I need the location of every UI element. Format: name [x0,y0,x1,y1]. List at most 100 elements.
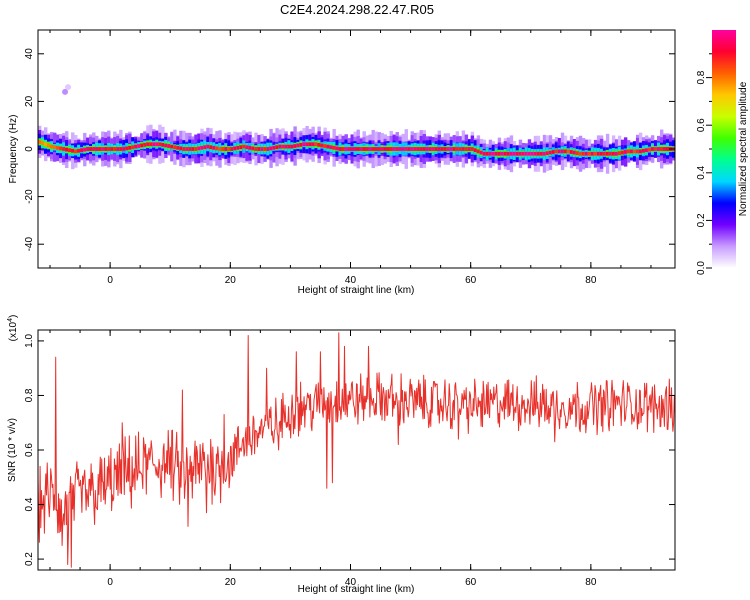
spectrogram-ridge-cell [251,146,255,151]
spectrogram-ridge-cell [455,147,460,151]
spectrogram-ridge-cell [449,147,454,151]
x-tick-label: 20 [225,577,237,588]
spectrogram-ridge-cell [311,142,315,147]
spectrogram-ridge-cell [185,147,189,151]
spectrogram-ridge-cell [269,146,273,151]
spectrogram-ridge-cell [542,151,547,156]
colorbar-tick-label: 0.8 [696,70,707,84]
spectrogram-ridge-cell [620,150,625,155]
spectrogram-ridge-cell [437,147,442,151]
spectrogram-ridge-cell [284,144,288,149]
spectrogram-ridge-cell [425,147,430,151]
spectrogram-ridge-cell [608,151,613,156]
snr-axes: 0 20 40 60 80 0.2 0.4 0.6 0.8 1.0 [24,330,675,588]
spectrogram-ridge-cell [422,147,427,151]
spectrogram-ridge-cell [533,151,538,156]
spectrogram-ridge-cell [356,147,360,151]
spectrogram-ridge-cell [515,151,520,156]
y-tick-label: 0.4 [24,497,35,511]
x-tick-label: 20 [225,275,237,286]
spectrogram-ridge-cell [530,151,535,156]
spectrogram-ridge-cell [536,151,541,156]
spectrogram-ridge-cell [488,151,493,156]
x-tick-label: 80 [585,275,597,286]
spectrogram-ridge-cell [491,151,496,156]
spectrogram-ridge-cell [647,147,652,152]
snr-multiplier: (x104) [7,315,19,342]
spectrogram-ridge-cell [407,147,411,151]
spectrogram-ridge-cell [587,151,592,156]
snr-frame [37,329,676,571]
spectrogram-ridge-cell [359,147,363,151]
spectrogram-ridge-cell [266,147,270,151]
spectrogram-ridge-cell [227,147,231,151]
spectrogram-ridge-cell [221,147,225,151]
x-tick-label: 60 [465,275,477,286]
spectrogram-ridge-cell [254,147,258,151]
spectrogram-ridge-cell [206,144,210,149]
spectrogram-ridge-cell [134,144,138,149]
spectrogram-ridge-cell [164,143,168,148]
spectrogram-ridge-cell [161,142,165,147]
spectrogram-ridge-cell [170,144,174,149]
spectrogram-ridge-cell [110,147,114,151]
spectrogram-ridge-cell [461,147,466,151]
snr-panel: 0 20 40 60 80 0.2 0.4 0.6 0.8 1.0 Height of strai… [7,315,676,595]
spectrogram-ridge-cell [596,151,601,156]
spectrogram-ridge-cell [95,147,99,151]
spectrogram-ridge-cell [539,151,544,156]
spectrogram-ridge-cell [584,151,589,156]
spectrogram-ridge-cell [548,150,553,155]
spectrogram-ridge-cell [245,145,249,150]
spectrogram-ridge-cell [41,141,45,145]
spectrogram-ridge-cell [131,145,135,150]
spectrogram-ridge-cell [629,149,634,154]
spectrogram-ridge-cell [128,145,132,150]
spectrogram-ridge-cell [323,144,327,148]
spectrogram-ridge-cell [512,151,517,156]
x-tick-label: 60 [465,577,477,588]
spectrogram-ridge-cell [383,147,387,151]
spectrogram-ridge-cell [473,148,478,153]
spectrogram-ylabel: Frequency (Hz) [8,115,19,184]
spectrogram-ridge-cell [83,147,87,152]
spectrogram-ridge-cell [377,147,381,151]
spectrogram-ridge-cell [302,142,306,147]
spectrogram-ridge-cell [197,146,201,151]
spectrogram-ridge-cell [590,151,595,156]
spectrogram-ridge-cell [80,148,84,153]
spectrogram-ridge-cell [635,149,640,154]
spectrogram-ridge-cell [53,145,57,150]
spectrogram-ridge-cell [215,146,219,151]
spectrogram-ridge-cell [560,149,565,154]
spectrogram-ridge-cell [440,147,445,151]
spectrogram-ridge-cell [287,144,291,149]
spectrogram-ridge-cell [182,147,186,151]
y-tick-label: 0.8 [24,388,35,402]
spectrogram-ridge-cell [431,147,436,151]
spectrogram-ridge-cell [299,142,303,147]
spectrogram-ridge-cell [239,145,243,150]
spectrogram-ridge-cell [494,151,499,156]
spectrogram-ridge-cell [116,147,120,151]
spectrogram-ridge-cell [479,150,484,155]
spectrogram-ridge-cell [98,147,102,151]
spectrogram-ridge-cell [329,145,333,150]
spectrogram-ridge-cell [125,146,129,151]
spectrogram-outlier [62,88,69,95]
spectrogram-ridge-cell [338,147,342,151]
spectrogram-ridge-cell [317,142,321,147]
spectrogram-ridge-cell [578,151,583,156]
spectrogram-ridge-cell [476,149,481,154]
colorbar-axes: 0.0 0.2 0.4 0.6 0.8 [696,53,712,275]
spectrogram-ridge-cell [551,150,556,154]
spectrogram-ridge-cell [332,145,336,150]
spectrogram-ridge-cell [335,146,339,151]
spectrogram-ridge-cell [281,144,285,149]
spectrogram-ridge-cell [500,151,505,156]
spectrogram-ridge-cell [428,147,433,151]
spectrogram-ridge-cell [194,147,198,151]
spectrogram-ridge-cell [524,151,529,156]
spectrogram-ridge-cell [614,151,619,156]
spectrogram-ridge-cell [74,149,78,154]
